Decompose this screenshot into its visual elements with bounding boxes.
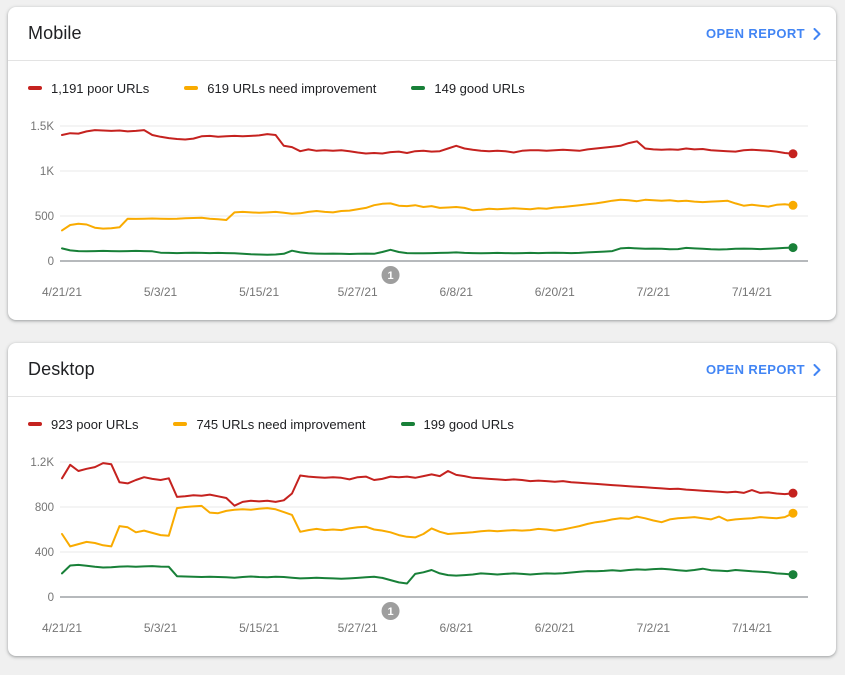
- svg-text:1.2K: 1.2K: [30, 457, 54, 469]
- good-series-dash: [411, 86, 426, 90]
- open-report-link-mobile[interactable]: OPEN REPORT: [706, 26, 821, 41]
- poor-series-dash: [28, 86, 42, 90]
- svg-text:1.5K: 1.5K: [30, 121, 54, 133]
- mobile-trend-chart[interactable]: 0 500 1K 1.5K 4/21/21 5/3/21 5/15/21 5/27/21 6/8…: [8, 112, 836, 308]
- svg-text:7/2/21: 7/2/21: [637, 285, 671, 299]
- svg-text:800: 800: [35, 502, 54, 514]
- legend-item-needs-improvement-urls: 619 URLs need improvement: [184, 81, 376, 96]
- svg-text:4/21/21: 4/21/21: [42, 621, 82, 635]
- chevron-right-icon: [813, 363, 821, 376]
- svg-text:1: 1: [387, 606, 393, 618]
- mobile-card-header: Mobile OPEN REPORT: [8, 7, 836, 61]
- svg-text:1K: 1K: [40, 166, 54, 178]
- legend-label: 923 poor URLs: [51, 416, 139, 432]
- svg-text:6/20/21: 6/20/21: [535, 285, 575, 299]
- legend-item-good-urls: 149 good URLs: [411, 80, 525, 96]
- legend-item-needs-improvement-urls: 745 URLs need improvement: [173, 416, 366, 432]
- svg-text:5/27/21: 5/27/21: [338, 621, 378, 635]
- card-title-mobile: Mobile: [28, 23, 82, 43]
- card-title-desktop: Desktop: [28, 359, 95, 379]
- legend-label: 149 good URLs: [434, 80, 525, 96]
- svg-text:400: 400: [35, 547, 54, 559]
- svg-text:5/15/21: 5/15/21: [239, 621, 279, 635]
- poor-series-dash: [28, 422, 42, 426]
- open-report-link-desktop[interactable]: OPEN REPORT: [706, 362, 821, 377]
- legend-label: 619 URLs need improvement: [207, 80, 377, 96]
- svg-text:7/14/21: 7/14/21: [732, 285, 772, 299]
- mobile-card: Mobile OPEN REPORT 1,191 poor URLs 619 U…: [8, 7, 836, 320]
- legend-desktop: 923 poor URLs 745 URLs need improvement …: [28, 416, 836, 432]
- svg-text:0: 0: [48, 256, 54, 268]
- svg-text:1: 1: [387, 270, 393, 282]
- svg-text:0: 0: [48, 592, 54, 604]
- svg-text:7/14/21: 7/14/21: [732, 621, 772, 635]
- desktop-trend-chart[interactable]: 0 400 800 1.2K 4/21/21 5/3/21 5/15/21 5/27/21 6/…: [8, 448, 836, 644]
- svg-text:6/8/21: 6/8/21: [440, 621, 474, 635]
- legend-item-good-urls: 199 good URLs: [400, 416, 514, 432]
- open-report-label: OPEN REPORT: [705, 362, 805, 377]
- legend-item-poor-urls: 923 poor URLs: [28, 417, 138, 432]
- legend-item-poor-urls: 1,191 poor URLs: [28, 81, 149, 96]
- svg-text:4/21/21: 4/21/21: [42, 285, 82, 299]
- open-report-label: OPEN REPORT: [705, 26, 805, 41]
- svg-text:5/3/21: 5/3/21: [144, 285, 178, 299]
- svg-text:6/8/21: 6/8/21: [440, 285, 474, 299]
- good-series-dash: [400, 422, 415, 426]
- svg-text:7/2/21: 7/2/21: [637, 621, 671, 635]
- needs-improvement-series-dash: [173, 422, 188, 426]
- svg-text:5/27/21: 5/27/21: [338, 285, 378, 299]
- legend-mobile: 1,191 poor URLs 619 URLs need improvemen…: [28, 80, 836, 96]
- svg-text:5/3/21: 5/3/21: [144, 621, 178, 635]
- legend-label: 1,191 poor URLs: [51, 80, 150, 96]
- needs-improvement-series-dash: [184, 86, 199, 90]
- desktop-card-header: Desktop OPEN REPORT: [8, 343, 836, 397]
- svg-text:500: 500: [35, 211, 54, 223]
- chevron-right-icon: [813, 27, 821, 40]
- svg-text:5/15/21: 5/15/21: [239, 285, 279, 299]
- svg-text:6/20/21: 6/20/21: [535, 621, 575, 635]
- desktop-card: Desktop OPEN REPORT 923 poor URLs 745 UR…: [8, 343, 836, 656]
- legend-label: 745 URLs need improvement: [196, 416, 366, 432]
- legend-label: 199 good URLs: [423, 416, 514, 432]
